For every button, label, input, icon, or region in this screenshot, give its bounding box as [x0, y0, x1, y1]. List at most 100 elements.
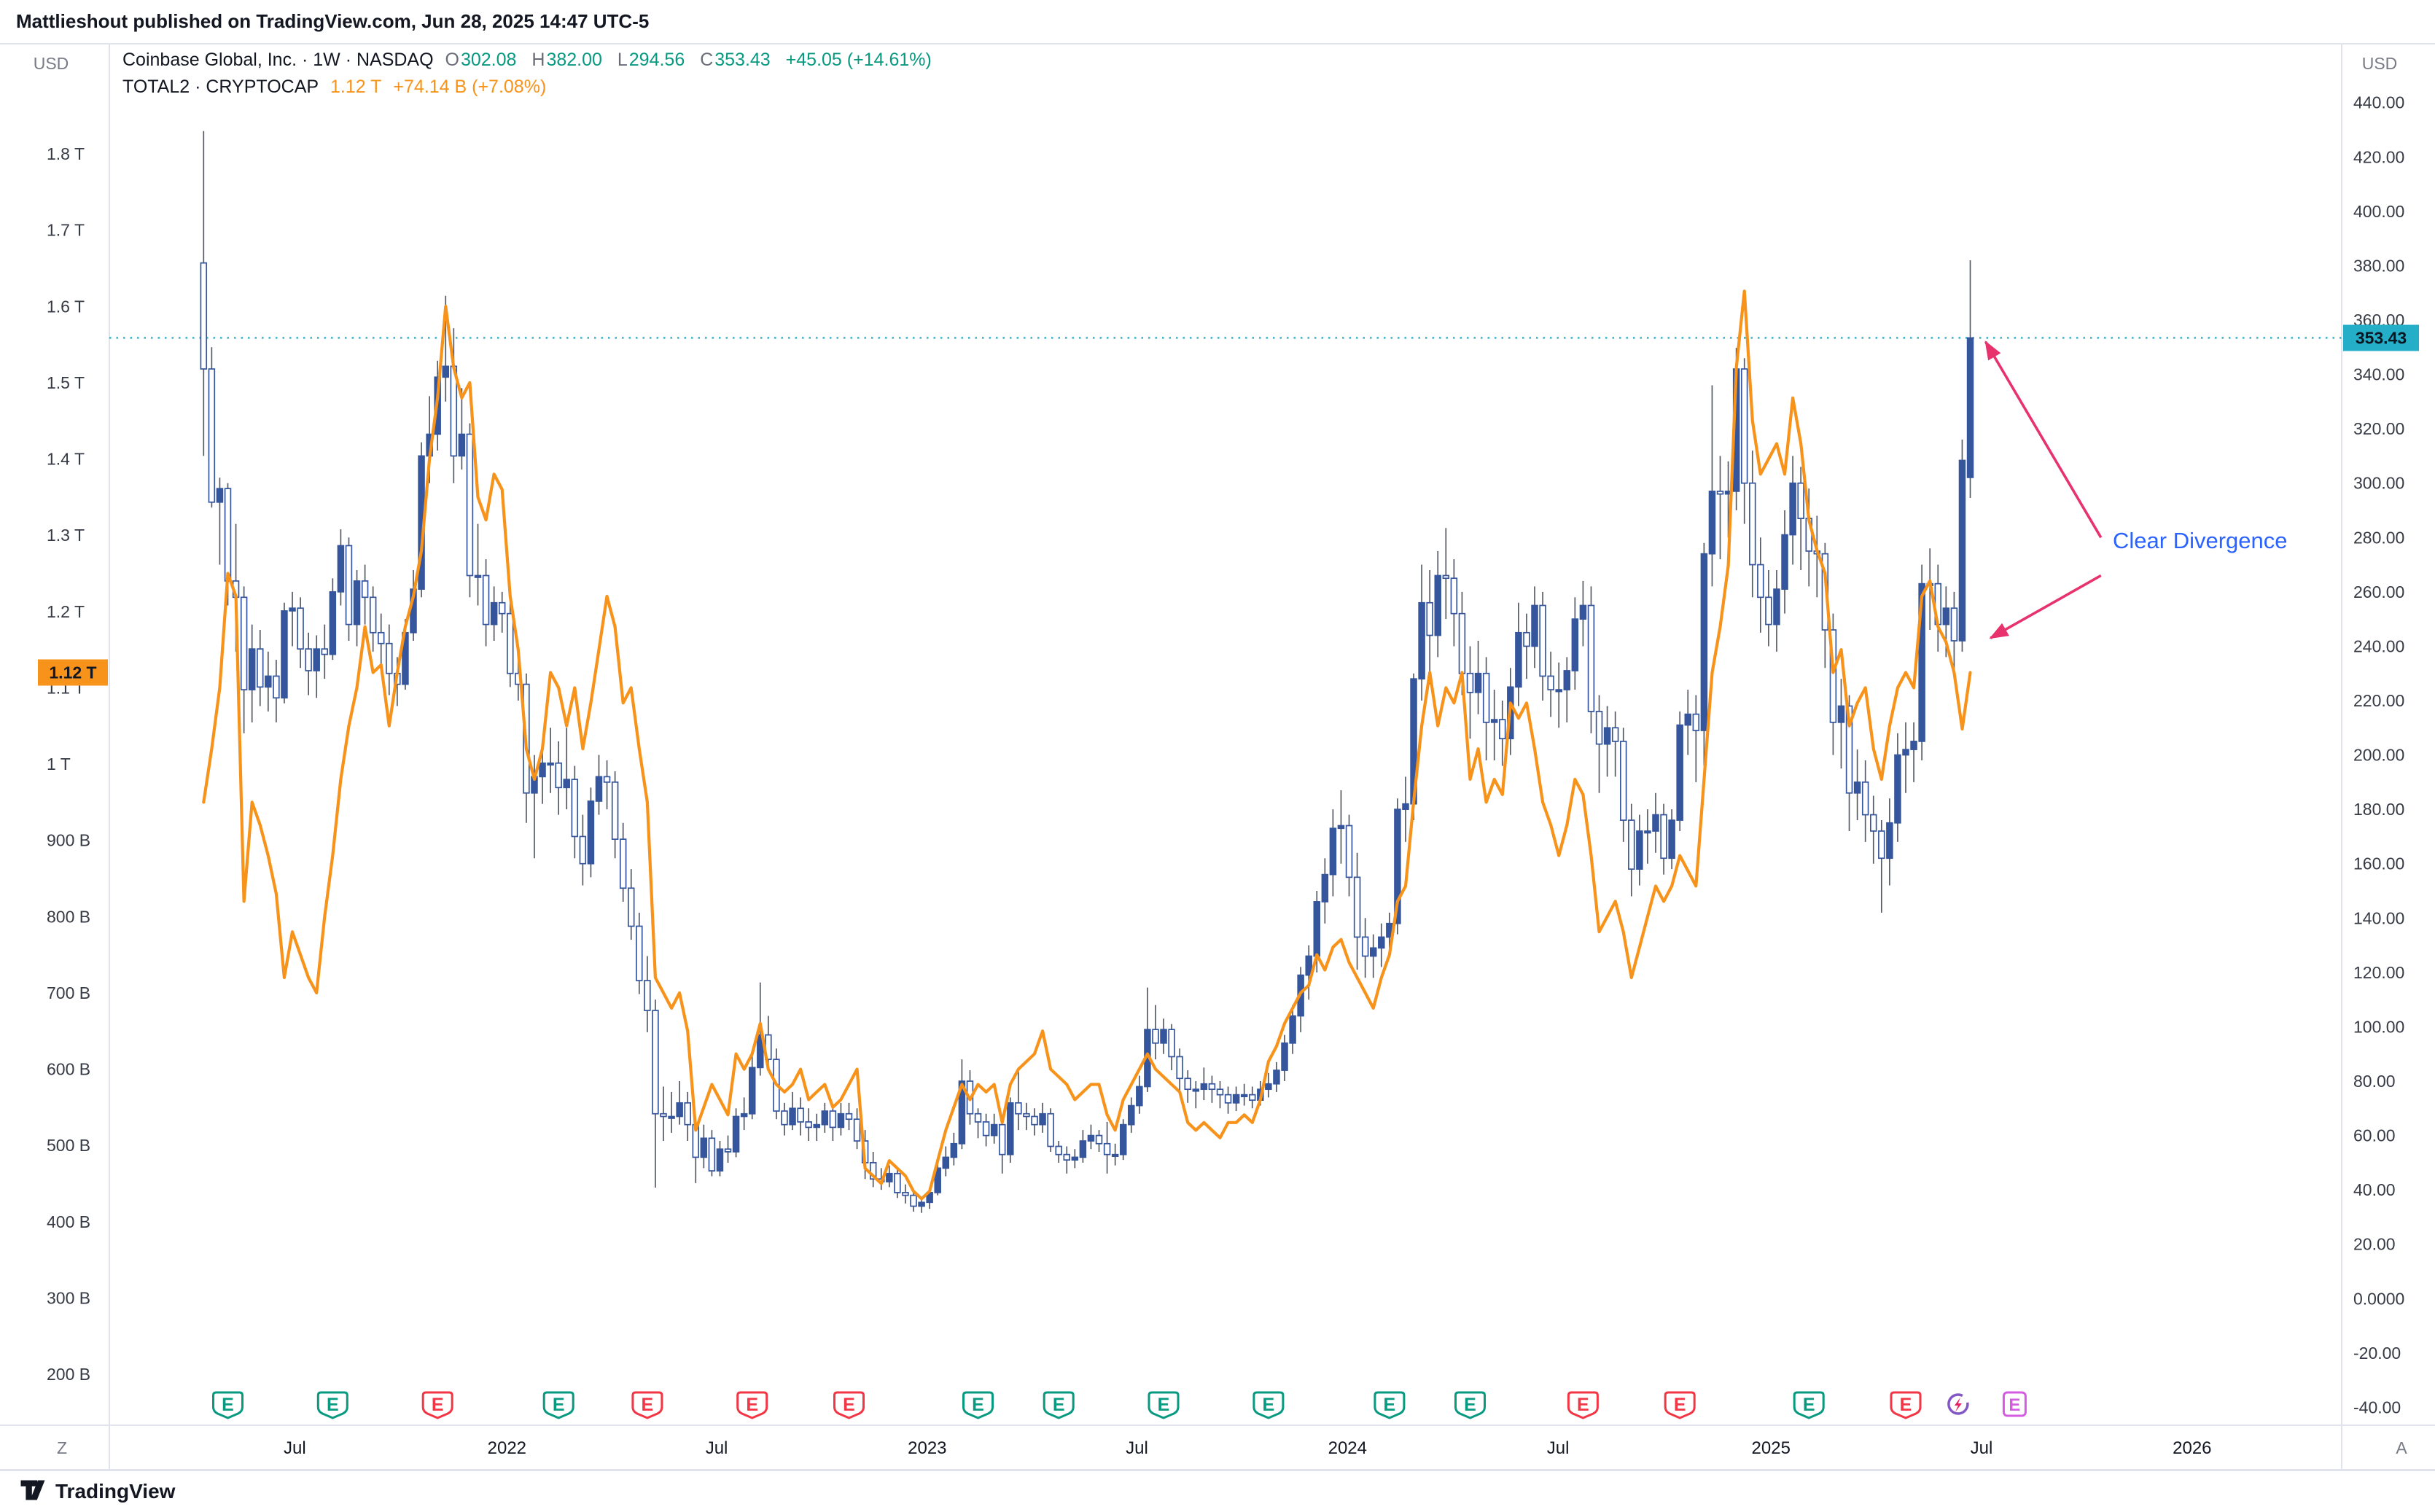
time-axis-month-label: Jul: [1971, 1438, 1993, 1458]
earnings-soon-icon[interactable]: [1945, 1391, 1972, 1418]
candle-body: [1128, 1104, 1135, 1126]
ohlc-h-label: H: [531, 50, 545, 70]
earnings-badge-beat[interactable]: E: [542, 1391, 574, 1419]
candle-body: [1402, 803, 1409, 810]
earnings-badge-beat[interactable]: E: [1148, 1391, 1180, 1419]
candle-body: [1886, 822, 1893, 860]
earnings-badge-beat[interactable]: E: [1374, 1391, 1406, 1419]
candle-body: [1152, 1029, 1159, 1044]
candle-body: [1281, 1042, 1288, 1071]
earnings-badge-miss[interactable]: E: [631, 1391, 663, 1419]
earnings-badge-beat[interactable]: E: [1793, 1391, 1825, 1419]
candle-body: [1861, 781, 1869, 816]
right-axis-tick: 200.00: [2353, 746, 2404, 765]
candle-body: [1644, 830, 1651, 834]
candle-body: [555, 762, 562, 789]
earnings-badge-beat[interactable]: E: [962, 1391, 994, 1419]
earnings-badge-upcoming[interactable]: E: [2002, 1391, 2027, 1417]
earnings-badge-miss[interactable]: E: [421, 1391, 453, 1419]
candle-body: [240, 596, 248, 690]
right-axis-tick: 100.00: [2353, 1017, 2404, 1036]
indicator-title[interactable]: TOTAL2 · CRYPTOCAP: [122, 77, 319, 97]
svg-text:E: E: [746, 1395, 758, 1415]
earnings-badge-miss[interactable]: E: [833, 1391, 865, 1419]
earnings-badge-miss[interactable]: E: [1890, 1391, 1922, 1419]
left-axis-tick: 800 B: [47, 907, 90, 926]
earnings-badge-beat[interactable]: E: [1043, 1391, 1075, 1419]
left-axis-tick: 900 B: [47, 831, 90, 850]
divergence-arrow[interactable]: [1989, 574, 2102, 639]
annotation-clear-divergence[interactable]: Clear Divergence: [2113, 528, 2288, 553]
right-axis-tick: -40.00: [2353, 1398, 2401, 1416]
candle-body: [660, 1112, 667, 1118]
candle-body: [1160, 1029, 1167, 1044]
earnings-badge-miss[interactable]: E: [736, 1391, 768, 1419]
time-scale[interactable]: Jul 2022 Jul 2023 Jul 2024 Jul 2025 Jul 2026 Z A: [57, 1438, 2407, 1458]
left-axis-tick: 1.8 T: [47, 144, 85, 163]
candle-body: [1636, 830, 1643, 870]
divergence-arrows[interactable]: [1984, 340, 2103, 639]
svg-text:E: E: [1674, 1395, 1686, 1415]
legend-symbol-row[interactable]: Coinbase Global, Inc. · 1W · NASDAQ O302…: [122, 47, 942, 74]
left-price-scale[interactable]: 1.8 T1.7 T1.6 T1.5 T1.4 T1.3 T1.2 T1.1 T…: [47, 144, 90, 1384]
right-price-scale[interactable]: 440.00420.00400.00380.00360.00340.00320.…: [2353, 93, 2404, 1417]
symbol-title[interactable]: Coinbase Global, Inc. · 1W · NASDAQ: [122, 50, 434, 70]
candle-body: [1619, 741, 1627, 821]
candle-body: [1660, 814, 1667, 860]
total2-line[interactable]: [202, 289, 1972, 1201]
candlestick-series[interactable]: [200, 130, 1974, 1213]
candle-body: [1515, 631, 1522, 688]
candle-body: [1571, 618, 1579, 671]
divergence-arrow[interactable]: [1984, 340, 2103, 539]
candle-body: [337, 545, 345, 593]
candle-body: [1063, 1153, 1071, 1161]
candle-body: [1434, 574, 1441, 636]
right-axis-tick: 120.00: [2353, 963, 2404, 982]
candle-body: [1837, 705, 1845, 723]
indicator-value: 1.12 T: [330, 77, 382, 97]
candle-body: [869, 1162, 877, 1180]
candle-body: [1232, 1094, 1240, 1104]
candle-body: [821, 1110, 829, 1126]
timezone-button[interactable]: Z: [57, 1438, 67, 1457]
candle-body: [1894, 754, 1901, 824]
candle-body: [386, 642, 393, 674]
right-axis-tick: 320.00: [2353, 419, 2404, 438]
tradingview-logo[interactable]: [17, 1475, 48, 1509]
total2-value-badge: 1.12 T: [38, 659, 108, 686]
candle-body: [1740, 368, 1748, 484]
candle-body: [345, 545, 353, 626]
legend[interactable]: Coinbase Global, Inc. · 1W · NASDAQ O302…: [122, 47, 942, 101]
earnings-badge-beat[interactable]: E: [212, 1391, 244, 1419]
candle-body: [974, 1112, 982, 1123]
legend-indicator-row[interactable]: TOTAL2 · CRYPTOCAP 1.12 T +74.14 B (+7.0…: [122, 74, 942, 101]
right-axis-tick: 260.00: [2353, 582, 2404, 601]
candle-body: [1103, 1142, 1111, 1156]
candle-body: [1595, 711, 1603, 745]
candle-body: [990, 1123, 998, 1137]
candle-body: [918, 1201, 925, 1207]
earnings-badge-miss[interactable]: E: [1567, 1391, 1599, 1419]
auto-scale-button[interactable]: A: [2396, 1438, 2407, 1457]
brand-text[interactable]: TradingView: [55, 1480, 176, 1503]
svg-text:E: E: [1900, 1395, 1912, 1415]
candle-body: [1749, 482, 1756, 566]
left-axis-tick: 1.6 T: [47, 297, 85, 316]
candle-body: [1176, 1056, 1183, 1080]
candle-body: [265, 675, 272, 688]
candle-body: [507, 612, 514, 674]
candle-body: [1321, 873, 1329, 903]
candle-body: [498, 601, 506, 615]
earnings-badge-beat[interactable]: E: [1454, 1391, 1486, 1419]
candle-body: [853, 1118, 861, 1142]
candle-body: [1870, 814, 1877, 832]
candle-body: [1611, 727, 1619, 742]
earnings-badge-miss[interactable]: E: [1664, 1391, 1696, 1419]
earnings-badge-beat[interactable]: E: [1252, 1391, 1285, 1419]
candle-body: [1781, 534, 1788, 590]
candle-body: [1192, 1088, 1200, 1092]
right-axis-tick: 340.00: [2353, 365, 2404, 384]
earnings-badge-beat[interactable]: E: [316, 1391, 348, 1419]
